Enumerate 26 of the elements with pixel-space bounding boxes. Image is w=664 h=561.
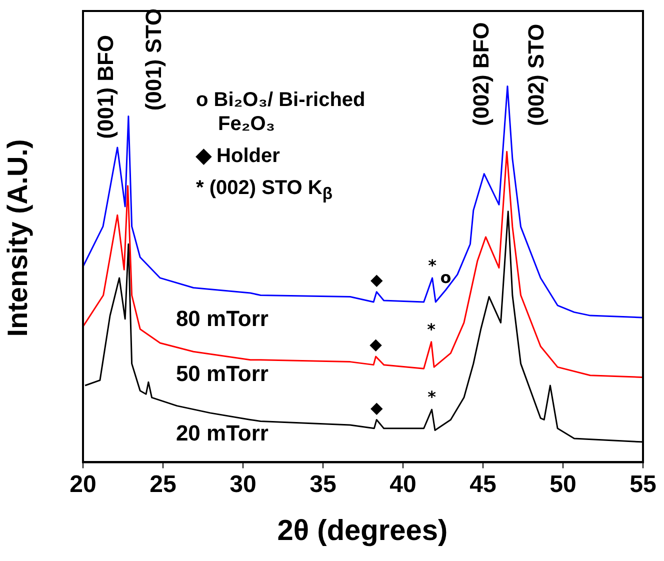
annotation: (002) STO — [523, 24, 548, 126]
annotation: ◆ Holder — [196, 144, 281, 168]
x-tick-label: 55 — [630, 471, 656, 498]
annotation: ◆ — [370, 270, 384, 290]
y-axis-title: Intensity (A.U.) — [2, 138, 34, 339]
annotation: (002) BFO — [468, 22, 494, 126]
annotation: * — [428, 388, 437, 407]
annotation: * — [427, 320, 436, 340]
x-tick-label: 45 — [470, 471, 496, 498]
series-label: 20 mTorr — [176, 420, 269, 446]
annotation: * (002) STO K$_{β}$ — [196, 176, 334, 204]
x-tick-label: 40 — [390, 471, 416, 498]
x-tick-label: 25 — [150, 471, 176, 498]
x-tick-label: 30 — [230, 471, 256, 498]
annotation: o Bi₂O₃/ Bi-riched Fe₂O₃ — [196, 88, 366, 136]
annotation: (001) BFO — [93, 34, 118, 139]
series-label: 50 mTorr — [176, 361, 269, 386]
annotation: ◆ — [370, 398, 384, 417]
x-tick-label: 20 — [70, 471, 96, 498]
annotation: * — [428, 256, 438, 276]
x-tick-label: 35 — [310, 471, 336, 498]
annotation: o — [440, 268, 452, 288]
annotation: ◆ — [370, 334, 383, 354]
series-label: 80 mTorr — [176, 306, 269, 331]
x-axis-title: 2θ (degrees) — [276, 515, 449, 548]
x-tick-label: 50 — [550, 471, 576, 498]
